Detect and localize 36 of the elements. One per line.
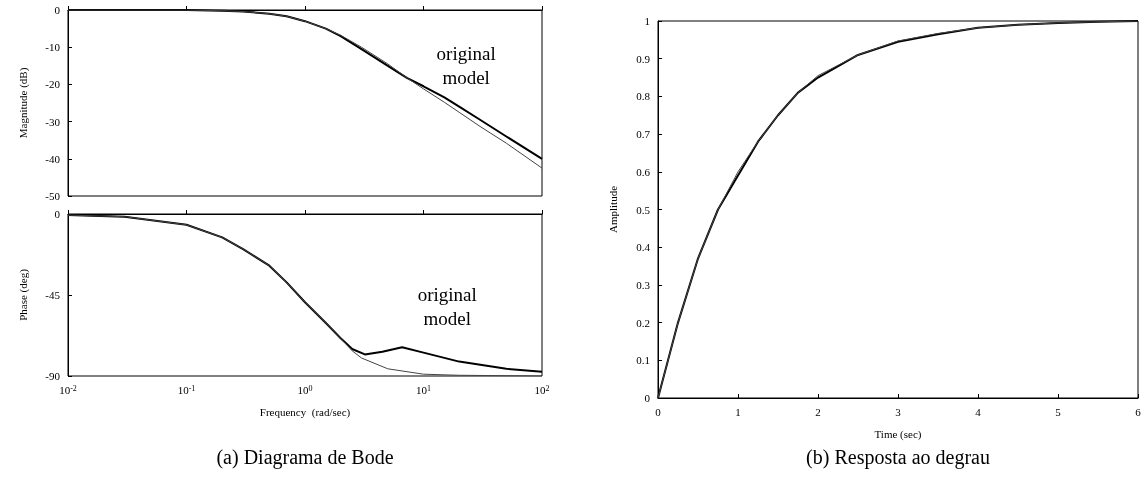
- x-tick-label: 2: [815, 405, 821, 418]
- y-tick-label: 0: [54, 4, 61, 16]
- y-axis-title: Phase (deg): [16, 268, 30, 321]
- y-tick-label: -45: [45, 289, 61, 301]
- x-tick-label: 3: [895, 405, 902, 418]
- y-tick-label: 0.2: [636, 316, 650, 329]
- y-tick-label: 0.7: [636, 128, 651, 141]
- y-tick-label: -30: [45, 115, 61, 128]
- y-tick-label: 0: [54, 208, 61, 220]
- y-tick-label: -20: [45, 78, 61, 91]
- y-tick-label: 1: [644, 15, 650, 27]
- x-tick-label: 5: [1055, 405, 1062, 418]
- x-tick-label: 1: [735, 405, 741, 418]
- y-axis-title: Amplitude: [606, 185, 619, 234]
- annotation: original model: [436, 43, 496, 89]
- y-tick-label: 0.4: [636, 241, 651, 254]
- y-tick-label: 0.8: [636, 90, 651, 103]
- x-tick-label: 6: [1135, 405, 1142, 418]
- y-tick-label: 0.9: [636, 52, 651, 65]
- text: (b) Resposta ao degrau: [806, 446, 990, 469]
- y-tick-label: 0.5: [636, 203, 651, 216]
- x-tick-label: 0: [655, 405, 662, 418]
- y-axis-title: Magnitude (dB): [16, 67, 30, 139]
- text: (a) Diagrama de Bode: [216, 446, 394, 469]
- y-tick-label: -90: [45, 370, 61, 382]
- y-tick-label: -50: [45, 190, 61, 202]
- y-tick-label: -10: [45, 41, 61, 54]
- x-tick-label: 4: [975, 405, 982, 418]
- x-axis-title: Frequency (rad/sec): [259, 405, 351, 419]
- y-tick-label: 0.3: [636, 278, 651, 291]
- y-tick-label: 0: [644, 392, 651, 404]
- y-tick-label: 0.1: [636, 354, 650, 367]
- y-tick-label: -40: [45, 152, 61, 165]
- annotation: original model: [417, 283, 477, 329]
- y-tick-label: 0.6: [636, 165, 651, 178]
- x-axis-title: Time (sec): [874, 427, 922, 441]
